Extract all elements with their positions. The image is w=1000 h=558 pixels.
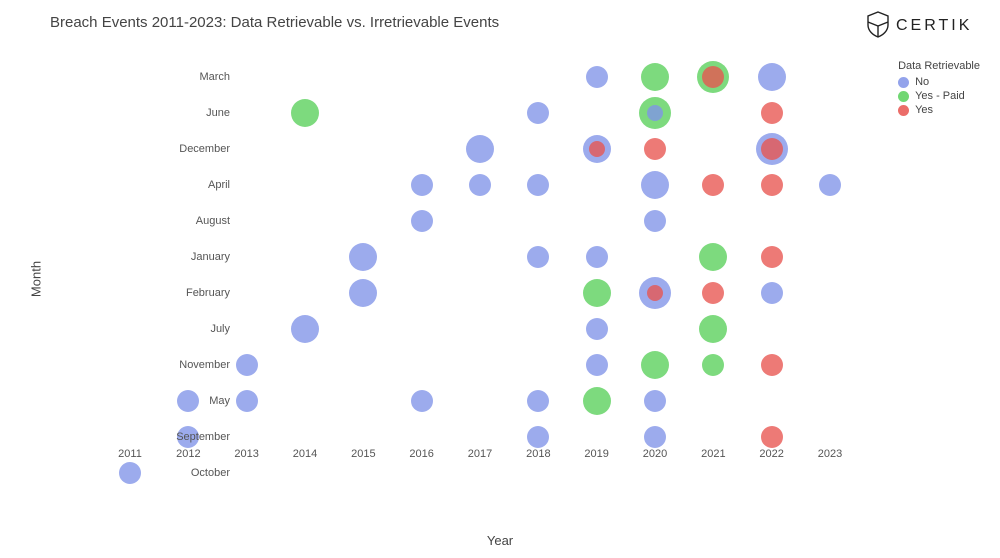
x-tick-label: 2020 bbox=[643, 448, 667, 460]
y-tick-label: July bbox=[110, 323, 230, 335]
legend-item[interactable]: No bbox=[898, 76, 980, 88]
data-point[interactable] bbox=[589, 141, 605, 157]
data-point[interactable] bbox=[527, 102, 549, 124]
x-tick-label: 2022 bbox=[759, 448, 783, 460]
data-point[interactable] bbox=[761, 354, 783, 376]
logo-text: CERTIK bbox=[896, 17, 972, 34]
data-point[interactable] bbox=[583, 387, 611, 415]
data-point[interactable] bbox=[761, 138, 783, 160]
data-point[interactable] bbox=[702, 282, 724, 304]
legend: Data Retrievable No Yes - Paid Yes bbox=[898, 60, 980, 118]
y-tick-label: September bbox=[110, 431, 230, 443]
data-point[interactable] bbox=[586, 354, 608, 376]
y-tick-label: August bbox=[110, 215, 230, 227]
data-point[interactable] bbox=[291, 315, 319, 343]
x-tick-label: 2019 bbox=[584, 448, 608, 460]
data-point[interactable] bbox=[644, 138, 666, 160]
data-point[interactable] bbox=[291, 99, 319, 127]
data-point[interactable] bbox=[586, 246, 608, 268]
data-point[interactable] bbox=[527, 390, 549, 412]
x-tick-label: 2015 bbox=[351, 448, 375, 460]
data-point[interactable] bbox=[641, 171, 669, 199]
data-point[interactable] bbox=[236, 354, 258, 376]
x-tick-label: 2012 bbox=[176, 448, 200, 460]
data-point[interactable] bbox=[583, 279, 611, 307]
chart-title: Breach Events 2011-2023: Data Retrievabl… bbox=[50, 14, 499, 31]
data-point[interactable] bbox=[644, 426, 666, 448]
data-point[interactable] bbox=[761, 174, 783, 196]
data-point[interactable] bbox=[527, 246, 549, 268]
y-tick-label: November bbox=[110, 359, 230, 371]
x-tick-label: 2011 bbox=[118, 448, 142, 460]
data-point[interactable] bbox=[527, 174, 549, 196]
y-tick-label: February bbox=[110, 287, 230, 299]
data-point[interactable] bbox=[236, 390, 258, 412]
y-tick-label: March bbox=[110, 71, 230, 83]
data-point[interactable] bbox=[702, 174, 724, 196]
data-point[interactable] bbox=[641, 63, 669, 91]
data-point[interactable] bbox=[761, 102, 783, 124]
x-tick-label: 2016 bbox=[409, 448, 433, 460]
legend-label: No bbox=[915, 76, 929, 88]
data-point[interactable] bbox=[641, 351, 669, 379]
data-point[interactable] bbox=[466, 135, 494, 163]
legend-swatch bbox=[898, 91, 909, 102]
legend-title: Data Retrievable bbox=[898, 60, 980, 72]
data-point[interactable] bbox=[411, 210, 433, 232]
y-axis-title: Month bbox=[29, 261, 44, 297]
x-axis-title: Year bbox=[487, 533, 513, 548]
data-point[interactable] bbox=[819, 174, 841, 196]
x-tick-label: 2023 bbox=[818, 448, 842, 460]
x-tick-label: 2014 bbox=[293, 448, 317, 460]
y-tick-label: April bbox=[110, 179, 230, 191]
x-tick-label: 2013 bbox=[234, 448, 258, 460]
plot-area bbox=[100, 55, 860, 495]
data-point[interactable] bbox=[527, 426, 549, 448]
data-point[interactable] bbox=[761, 282, 783, 304]
data-point[interactable] bbox=[586, 66, 608, 88]
data-point[interactable] bbox=[699, 243, 727, 271]
data-point[interactable] bbox=[644, 390, 666, 412]
legend-label: Yes bbox=[915, 104, 933, 116]
y-tick-label: May bbox=[110, 395, 230, 407]
legend-label: Yes - Paid bbox=[915, 90, 965, 102]
legend-swatch bbox=[898, 77, 909, 88]
data-point[interactable] bbox=[411, 390, 433, 412]
data-point[interactable] bbox=[761, 426, 783, 448]
data-point[interactable] bbox=[702, 354, 724, 376]
chart-container: Breach Events 2011-2023: Data Retrievabl… bbox=[0, 0, 1000, 558]
data-point[interactable] bbox=[761, 246, 783, 268]
y-tick-label: October bbox=[110, 467, 230, 479]
data-point[interactable] bbox=[586, 318, 608, 340]
x-tick-label: 2017 bbox=[468, 448, 492, 460]
data-point[interactable] bbox=[469, 174, 491, 196]
data-point[interactable] bbox=[758, 63, 786, 91]
data-point[interactable] bbox=[647, 105, 663, 121]
data-point[interactable] bbox=[647, 285, 663, 301]
y-tick-label: December bbox=[110, 143, 230, 155]
data-point[interactable] bbox=[411, 174, 433, 196]
y-tick-label: January bbox=[110, 251, 230, 263]
data-point[interactable] bbox=[702, 66, 724, 88]
legend-item[interactable]: Yes - Paid bbox=[898, 90, 980, 102]
x-tick-label: 2021 bbox=[701, 448, 725, 460]
legend-swatch bbox=[898, 105, 909, 116]
legend-item[interactable]: Yes bbox=[898, 104, 980, 116]
data-point[interactable] bbox=[699, 315, 727, 343]
data-point[interactable] bbox=[644, 210, 666, 232]
data-point[interactable] bbox=[349, 243, 377, 271]
y-tick-label: June bbox=[110, 107, 230, 119]
x-tick-label: 2018 bbox=[526, 448, 550, 460]
data-point[interactable] bbox=[349, 279, 377, 307]
certik-logo: CERTIK bbox=[864, 8, 984, 45]
